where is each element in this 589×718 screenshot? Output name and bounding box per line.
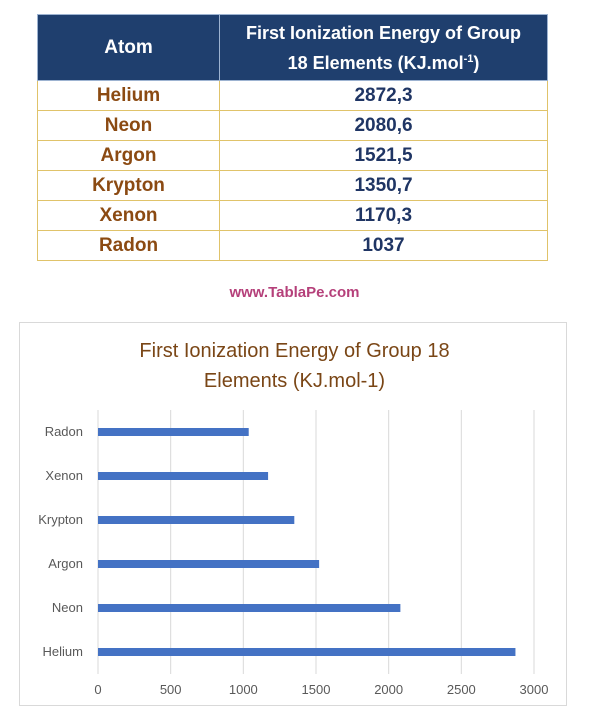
header-atom: Atom	[37, 14, 220, 81]
ionization-table: Atom First Ionization Energy of Group 18…	[37, 14, 548, 261]
table-cell-value: 1521,5	[219, 140, 548, 171]
bar-helium	[98, 648, 516, 656]
x-tick-label: 3000	[520, 682, 549, 697]
x-tick-label: 0	[94, 682, 101, 697]
category-label-krypton: Krypton	[38, 512, 83, 527]
table-row: Argon 1521,5	[37, 140, 548, 171]
table-cell-value: 1037	[219, 230, 548, 261]
header-energy-line1: First Ionization Energy of Group	[245, 22, 521, 43]
header-energy: First Ionization Energy of Group 18 Elem…	[219, 14, 548, 81]
table-row: Neon 2080,6	[37, 110, 548, 141]
x-tick-label: 2500	[447, 682, 476, 697]
bar-neon	[98, 604, 401, 612]
category-label-xenon: Xenon	[45, 468, 83, 483]
table-row: Radon 1037	[37, 230, 548, 261]
x-tick-label: 1500	[302, 682, 331, 697]
table-header-row: Atom First Ionization Energy of Group 18…	[37, 14, 548, 81]
header-energy-close: )	[473, 52, 480, 73]
category-label-helium: Helium	[43, 644, 83, 659]
category-label-argon: Argon	[48, 556, 83, 571]
table-cell-atom: Xenon	[37, 200, 220, 231]
table-cell-atom: Helium	[37, 80, 220, 111]
header-energy-sup: -1	[463, 52, 474, 65]
chart-bars	[98, 428, 516, 656]
chart-category-labels: Helium Neon Argon Krypton Xenon Radon	[38, 424, 83, 659]
table-cell-atom: Radon	[37, 230, 220, 261]
table-row: Helium 2872,3	[37, 80, 548, 111]
website-link[interactable]: www.TablaPe.com	[229, 284, 360, 301]
table-cell-value: 2872,3	[219, 80, 548, 111]
table-row: Krypton 1350,7	[37, 170, 548, 201]
table-cell-value: 1170,3	[219, 200, 548, 231]
table-row: Xenon 1170,3	[37, 200, 548, 231]
chart-title-line1: First Ionization Energy of Group 18	[139, 340, 450, 362]
chart-gridlines	[97, 410, 535, 674]
table-cell-atom: Neon	[37, 110, 220, 141]
bar-argon	[98, 560, 320, 568]
category-label-radon: Radon	[45, 424, 83, 439]
chart-title-line2: Elements (KJ.mol-1)	[203, 370, 386, 392]
category-label-neon: Neon	[52, 600, 83, 615]
bar-radon	[98, 428, 249, 436]
x-tick-label: 2000	[374, 682, 403, 697]
header-energy-line2: 18 Elements (KJ.mol	[287, 52, 464, 73]
chart-frame	[19, 322, 567, 706]
chart-tick-labels: 0 500 1000 1500 2000 2500 3000	[94, 682, 548, 697]
table-cell-atom: Krypton	[37, 170, 220, 201]
x-tick-label: 500	[160, 682, 182, 697]
bar-xenon	[98, 472, 269, 480]
bar-krypton	[98, 516, 295, 524]
x-tick-label: 1000	[229, 682, 258, 697]
chart-title: First Ionization Energy of Group 18 Elem…	[0, 336, 589, 396]
